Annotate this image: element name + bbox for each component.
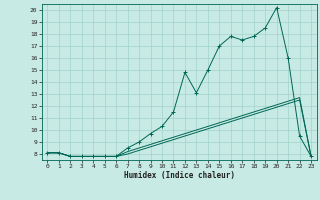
X-axis label: Humidex (Indice chaleur): Humidex (Indice chaleur) xyxy=(124,171,235,180)
